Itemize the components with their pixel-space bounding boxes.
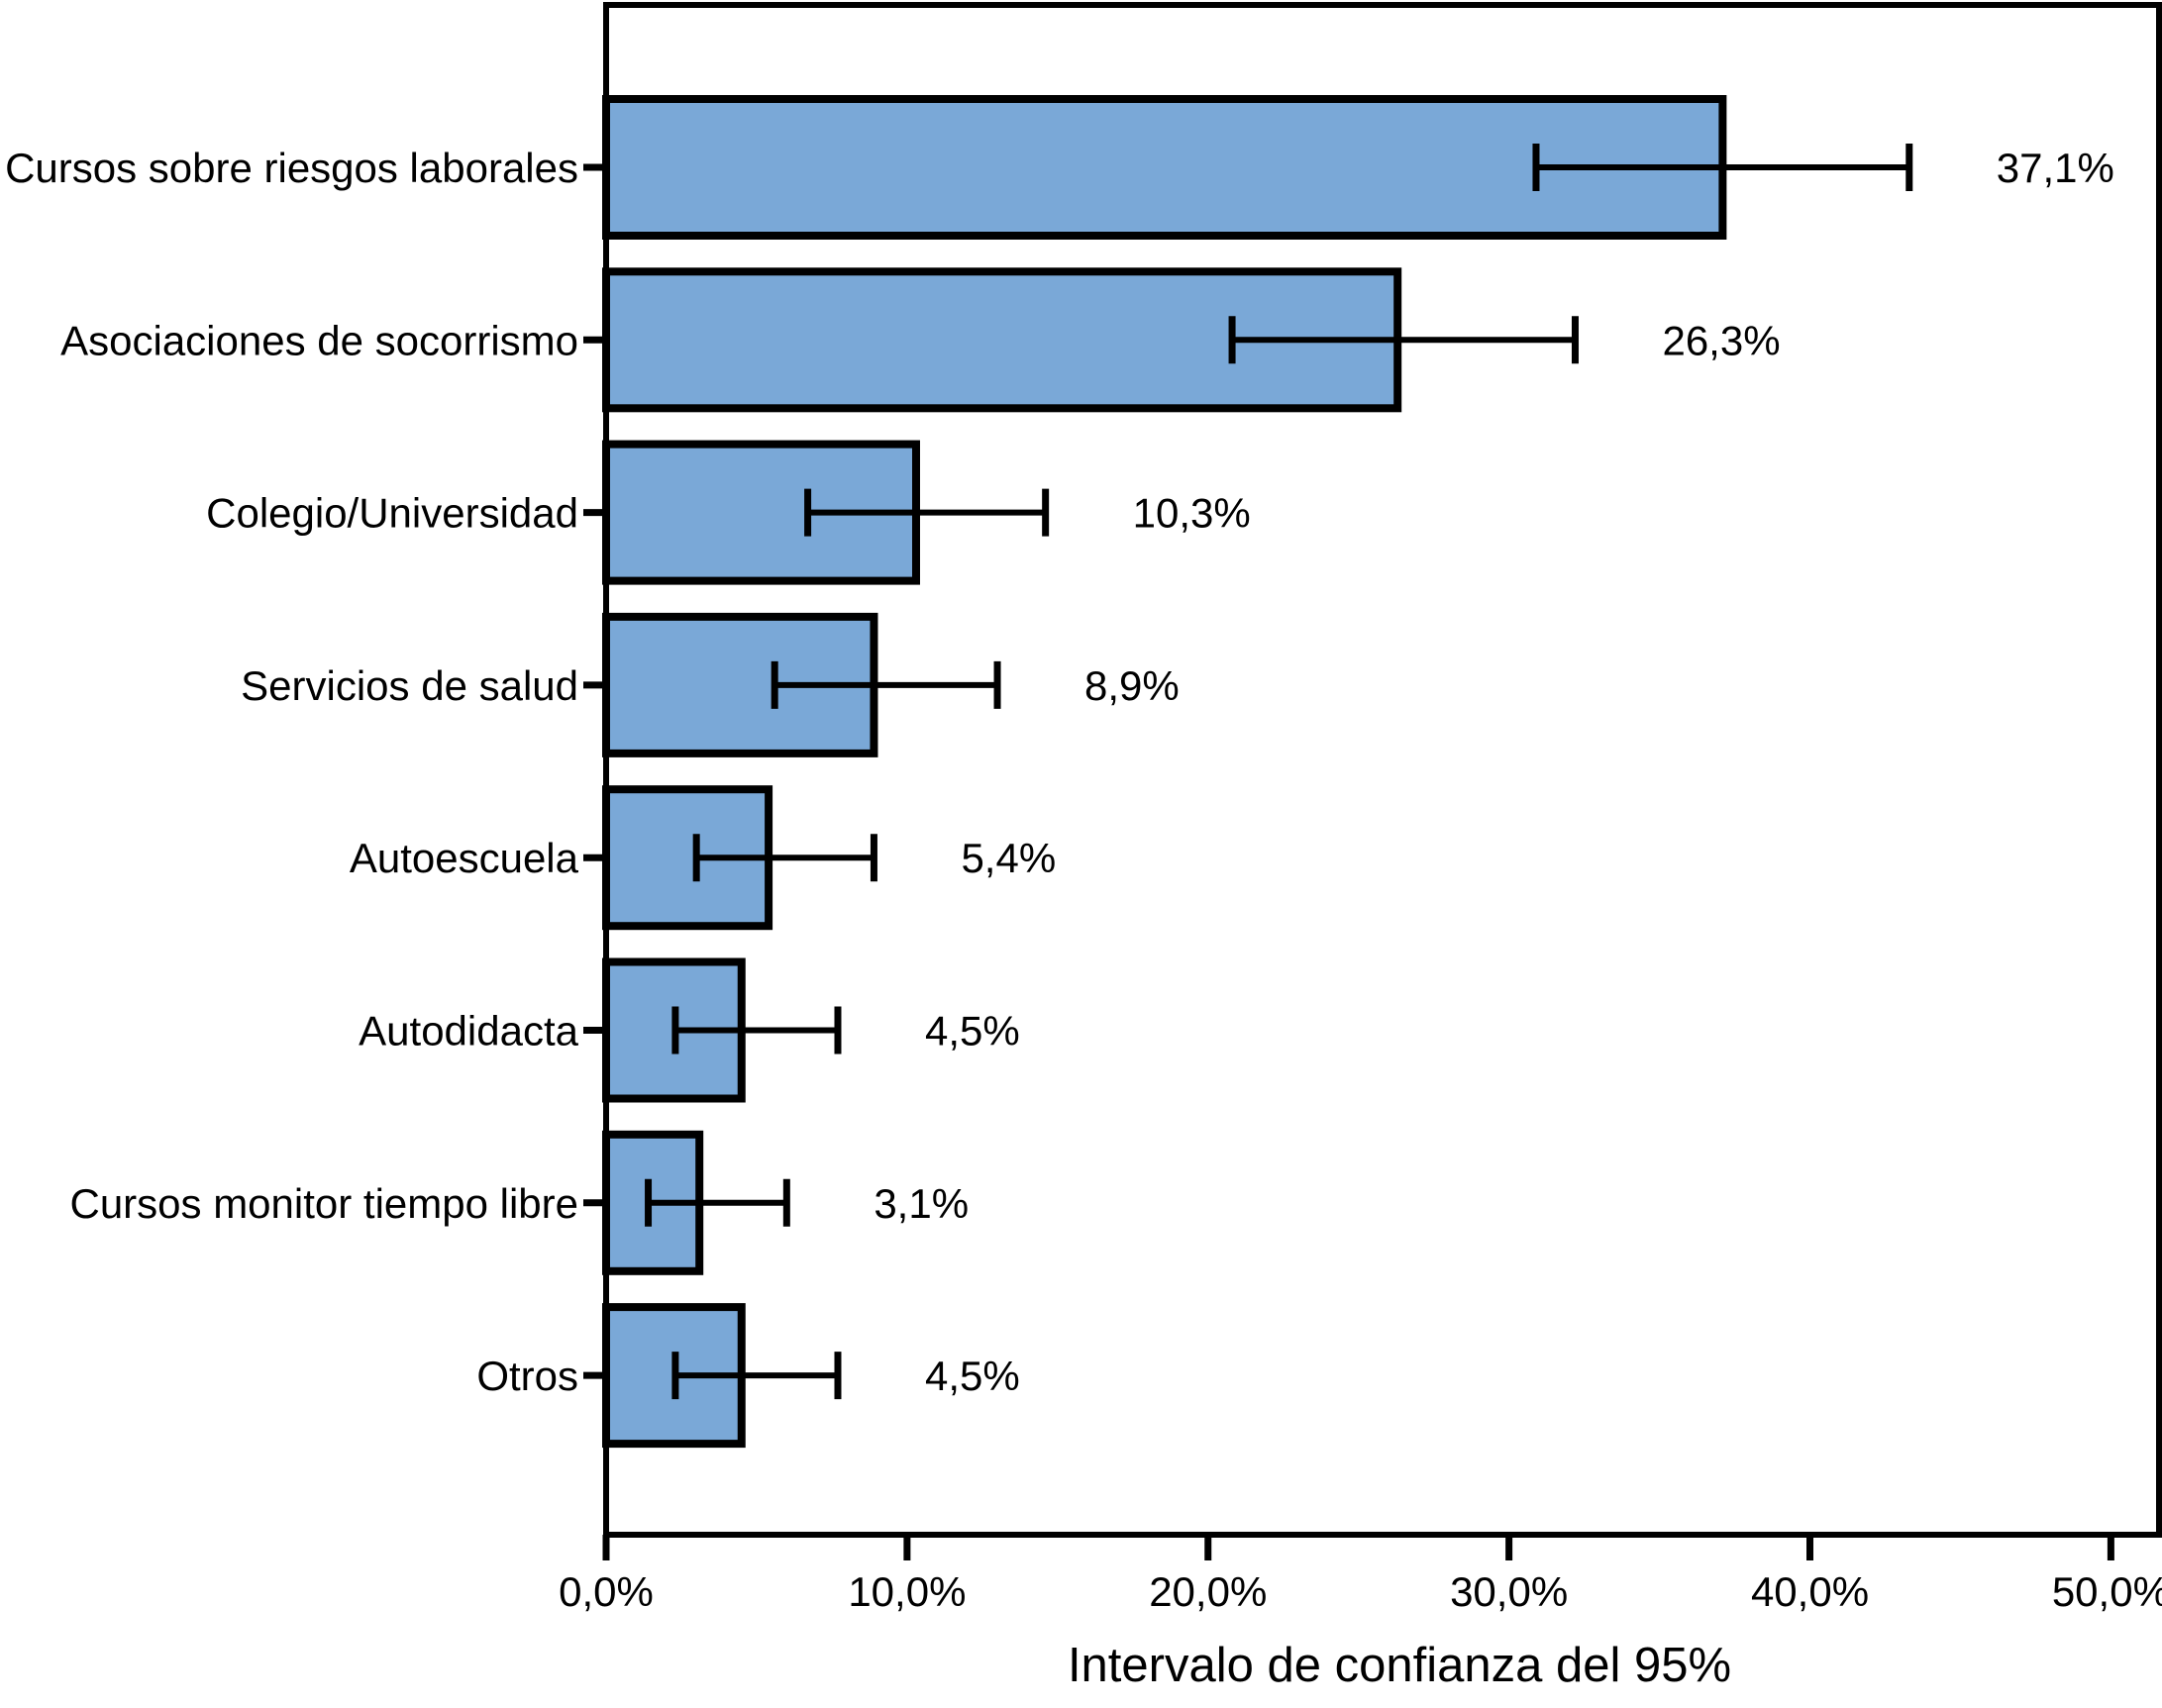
value-label: 3,1%: [874, 1180, 969, 1227]
value-label: 37,1%: [1997, 145, 2114, 191]
x-axis-tick-label: 40,0%: [1751, 1568, 1869, 1615]
x-axis-tick-label: 50,0%: [2052, 1568, 2162, 1615]
category-label: Otros: [476, 1353, 578, 1399]
value-label: 5,4%: [961, 835, 1056, 881]
x-axis-tick-label: 10,0%: [848, 1568, 966, 1615]
value-label: 8,9%: [1084, 662, 1180, 709]
value-label: 10,3%: [1133, 490, 1251, 537]
category-label: Servicios de salud: [241, 662, 578, 709]
value-label: 4,5%: [925, 1008, 1020, 1055]
x-axis-tick-label: 30,0%: [1450, 1568, 1568, 1615]
category-label: Autoescuela: [350, 835, 579, 881]
value-label: 4,5%: [925, 1353, 1020, 1399]
x-axis-tick-label: 0,0%: [559, 1568, 654, 1615]
category-label: Asociaciones de socorrismo: [60, 317, 578, 363]
value-label: 26,3%: [1662, 317, 1780, 363]
category-label: Cursos sobre riesgos laborales: [5, 145, 578, 191]
category-label: Cursos monitor tiempo libre: [69, 1180, 578, 1227]
chart-layer: 0,0% 10,0% 20,0% 30,0% 40,0% 50,0% Cursos sobr…: [5, 2, 2162, 1615]
category-label: Autodidacta: [359, 1008, 578, 1055]
category-label: Colegio/Universidad: [206, 490, 578, 537]
plot-border: [603, 2, 2162, 1538]
x-axis-tick-label: 20,0%: [1149, 1568, 1267, 1615]
x-axis-title: Intervalo de confianza del 95%: [1068, 1639, 1731, 1692]
